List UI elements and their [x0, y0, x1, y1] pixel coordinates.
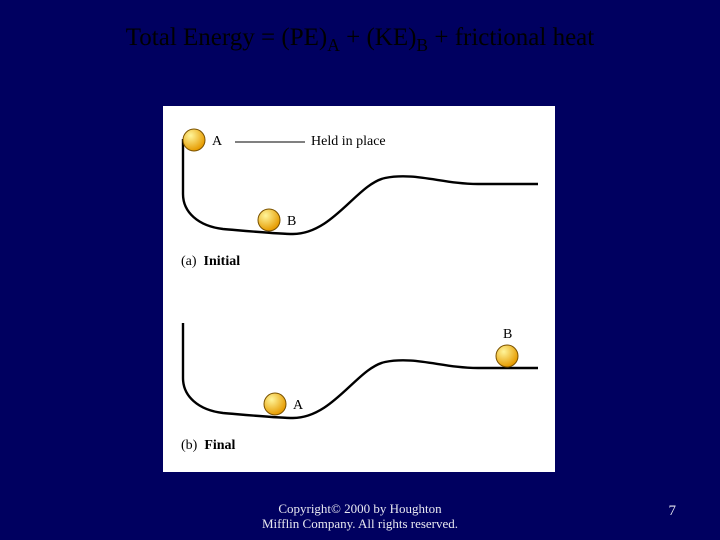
- panel-final: A B (b) Final: [163, 298, 555, 448]
- copyright-line2: Mifflin Company. All rights reserved.: [262, 516, 458, 531]
- label-A-initial: A: [212, 134, 222, 150]
- label-B-final: B: [503, 327, 512, 343]
- ball-A-final: [262, 391, 288, 417]
- ball-B-final: [494, 343, 520, 369]
- curve-initial: [183, 139, 538, 234]
- copyright-line1: Copyright© 2000 by Houghton: [278, 501, 441, 516]
- panel-initial: A B Held in place (a) Initial: [163, 114, 555, 264]
- caption-b-prefix: (b): [181, 438, 197, 453]
- title-seg-0: Total Energy = (PE): [126, 24, 327, 51]
- energy-diagram: A B Held in place (a) Initial A B: [163, 106, 555, 472]
- slide-title: Total Energy = (PE)A + (KE)B + frictiona…: [0, 24, 720, 56]
- caption-a-prefix: (a): [181, 254, 197, 269]
- label-A-final: A: [293, 398, 303, 414]
- caption-b: (b) Final: [181, 438, 235, 454]
- ball-B-initial: [256, 207, 282, 233]
- curve-final: [183, 323, 538, 418]
- caption-a: (a) Initial: [181, 254, 240, 270]
- label-B-initial: B: [287, 214, 296, 230]
- copyright-text: Copyright© 2000 by Houghton Mifflin Comp…: [0, 501, 720, 532]
- caption-a-text: Initial: [204, 254, 241, 269]
- title-seg-2: + (KE): [340, 24, 417, 51]
- panel-final-svg: [163, 298, 555, 448]
- title-sub-A: A: [327, 35, 340, 55]
- page-number: 7: [669, 503, 677, 520]
- title-sub-B: B: [416, 35, 428, 55]
- title-seg-4: + frictional heat: [428, 24, 594, 51]
- held-in-place-text: Held in place: [311, 134, 386, 150]
- caption-b-text: Final: [204, 438, 235, 453]
- ball-A-initial: [181, 127, 207, 153]
